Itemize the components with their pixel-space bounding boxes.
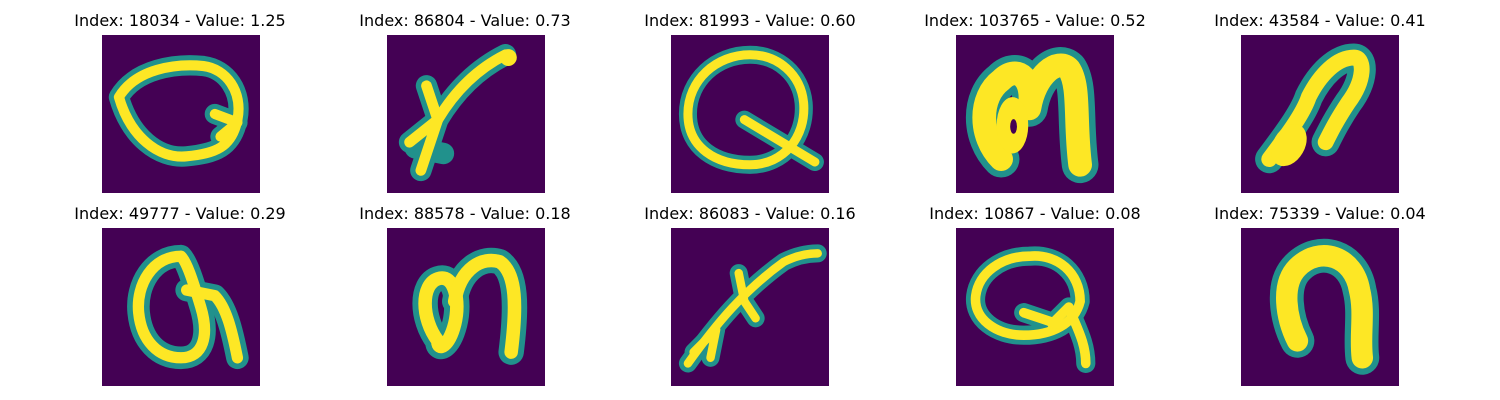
panel-title: Index: 49777 - Value: 0.29 xyxy=(74,204,286,223)
panel-title: Index: 103765 - Value: 0.52 xyxy=(924,11,1146,30)
character-image xyxy=(671,35,829,193)
panel-title: Index: 10867 - Value: 0.08 xyxy=(929,204,1141,223)
panel-title: Index: 43584 - Value: 0.41 xyxy=(1214,11,1426,30)
character-image xyxy=(1241,35,1399,193)
character-image xyxy=(956,35,1114,193)
panel-title: Index: 88578 - Value: 0.18 xyxy=(359,204,571,223)
panel-title: Index: 18034 - Value: 1.25 xyxy=(74,11,286,30)
character-image xyxy=(102,228,260,386)
character-image xyxy=(956,228,1114,386)
character-image xyxy=(671,228,829,386)
character-image xyxy=(102,35,260,193)
panel-title: Index: 75339 - Value: 0.04 xyxy=(1214,204,1426,223)
panel-title: Index: 81993 - Value: 0.60 xyxy=(644,11,856,30)
character-image xyxy=(387,35,545,193)
panel-title: Index: 86083 - Value: 0.16 xyxy=(644,204,856,223)
character-image xyxy=(387,228,545,386)
panel-title: Index: 86804 - Value: 0.73 xyxy=(359,11,571,30)
character-image xyxy=(1241,228,1399,386)
